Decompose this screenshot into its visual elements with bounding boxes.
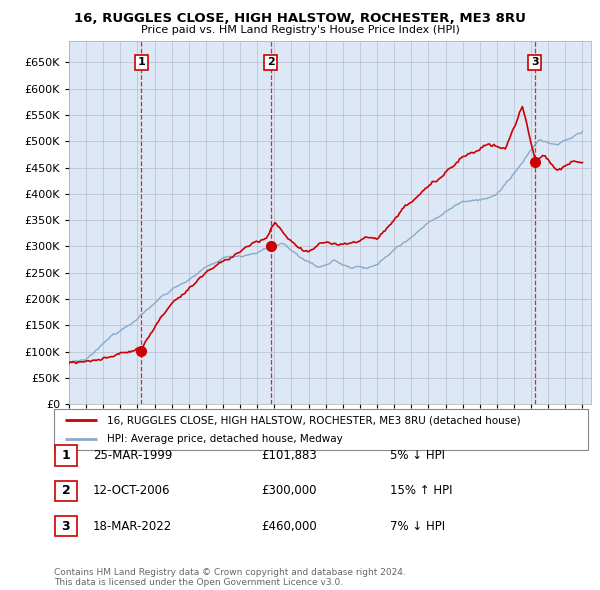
Text: 18-MAR-2022: 18-MAR-2022 [93, 520, 172, 533]
Text: 3: 3 [62, 520, 70, 533]
Text: 25-MAR-1999: 25-MAR-1999 [93, 449, 172, 462]
FancyBboxPatch shape [55, 481, 77, 501]
Text: £460,000: £460,000 [261, 520, 317, 533]
Text: 3: 3 [531, 57, 539, 67]
Text: £101,883: £101,883 [261, 449, 317, 462]
Text: Contains HM Land Registry data © Crown copyright and database right 2024.
This d: Contains HM Land Registry data © Crown c… [54, 568, 406, 587]
Text: Price paid vs. HM Land Registry's House Price Index (HPI): Price paid vs. HM Land Registry's House … [140, 25, 460, 35]
Text: 15% ↑ HPI: 15% ↑ HPI [390, 484, 452, 497]
FancyBboxPatch shape [55, 516, 77, 536]
Text: 1: 1 [62, 449, 70, 462]
Text: HPI: Average price, detached house, Medway: HPI: Average price, detached house, Medw… [107, 434, 343, 444]
Text: 2: 2 [267, 57, 274, 67]
Text: 7% ↓ HPI: 7% ↓ HPI [390, 520, 445, 533]
Text: 16, RUGGLES CLOSE, HIGH HALSTOW, ROCHESTER, ME3 8RU (detached house): 16, RUGGLES CLOSE, HIGH HALSTOW, ROCHEST… [107, 415, 521, 425]
FancyBboxPatch shape [55, 445, 77, 466]
Text: 1: 1 [137, 57, 145, 67]
Text: 2: 2 [62, 484, 70, 497]
Text: 12-OCT-2006: 12-OCT-2006 [93, 484, 170, 497]
Text: 16, RUGGLES CLOSE, HIGH HALSTOW, ROCHESTER, ME3 8RU: 16, RUGGLES CLOSE, HIGH HALSTOW, ROCHEST… [74, 12, 526, 25]
FancyBboxPatch shape [54, 409, 588, 450]
Text: £300,000: £300,000 [261, 484, 317, 497]
Text: 5% ↓ HPI: 5% ↓ HPI [390, 449, 445, 462]
